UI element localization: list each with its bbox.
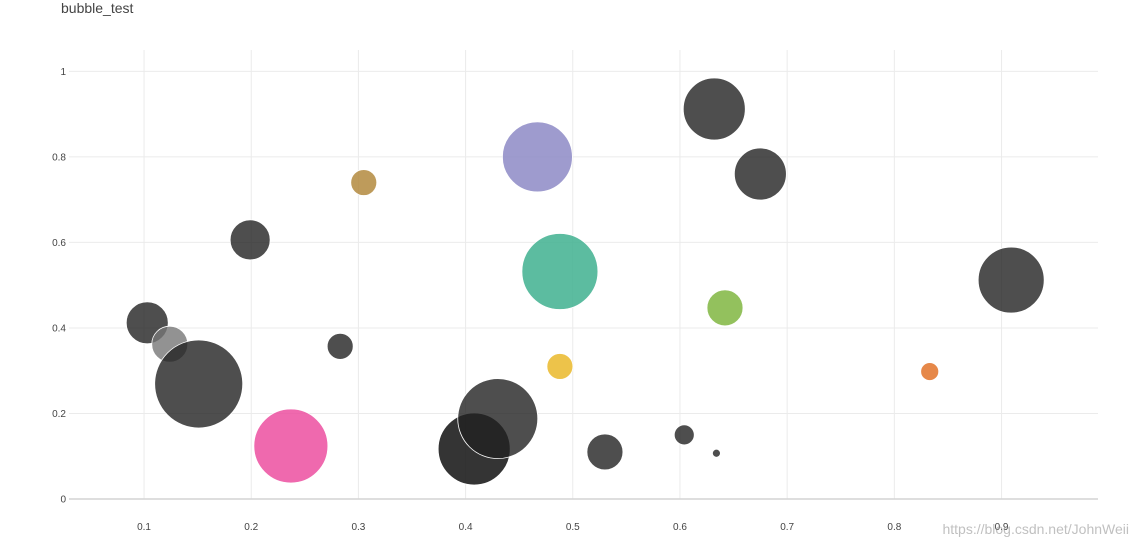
- bubble-point[interactable]: [457, 378, 539, 460]
- bubble-point[interactable]: [673, 424, 695, 446]
- x-tick-label: 0.2: [244, 522, 258, 533]
- x-tick-label: 0.1: [137, 522, 151, 533]
- bubble-point[interactable]: [733, 147, 787, 201]
- bubble-point[interactable]: [586, 433, 624, 471]
- x-tick-label: 0.4: [459, 522, 473, 533]
- x-tick-label: 0.9: [995, 522, 1009, 533]
- x-tick-label: 0.6: [673, 522, 687, 533]
- y-tick-label: 0: [60, 495, 66, 506]
- tick-labels: 0.1 0.2 0.3 0.4 0.5 0.6 0.7 0.8 0.9 0 0.2 0.4 0.6 0.8…: [52, 67, 1009, 533]
- y-tick-label: 0.4: [52, 323, 66, 334]
- bubble-point[interactable]: [502, 121, 573, 193]
- watermark-text: https://blog.csdn.net/JohnWeii: [942, 521, 1129, 537]
- bubble-point[interactable]: [229, 219, 271, 261]
- bubble-point[interactable]: [350, 169, 378, 196]
- y-tick-label: 0.6: [52, 238, 66, 249]
- bubble-point[interactable]: [712, 448, 721, 458]
- bubble-point[interactable]: [154, 339, 244, 429]
- y-tick-label: 0.2: [52, 409, 66, 420]
- y-tick-label: 0.8: [52, 152, 66, 163]
- y-tick-label: 1: [60, 67, 66, 78]
- bubbles-layer: [125, 77, 1045, 486]
- bubble-point[interactable]: [326, 332, 354, 360]
- x-tick-label: 0.5: [566, 522, 580, 533]
- bubble-point[interactable]: [920, 362, 940, 381]
- bubble-point[interactable]: [521, 233, 599, 310]
- x-tick-label: 0.7: [780, 522, 794, 533]
- bubble-point[interactable]: [977, 246, 1045, 314]
- chart-title: bubble_test: [61, 0, 134, 16]
- bubble-point[interactable]: [682, 77, 746, 141]
- bubble-point[interactable]: [253, 408, 329, 484]
- bubble-point[interactable]: [546, 353, 574, 380]
- bubble-point[interactable]: [706, 289, 744, 327]
- x-tick-label: 0.8: [887, 522, 901, 533]
- x-tick-label: 0.3: [351, 522, 365, 533]
